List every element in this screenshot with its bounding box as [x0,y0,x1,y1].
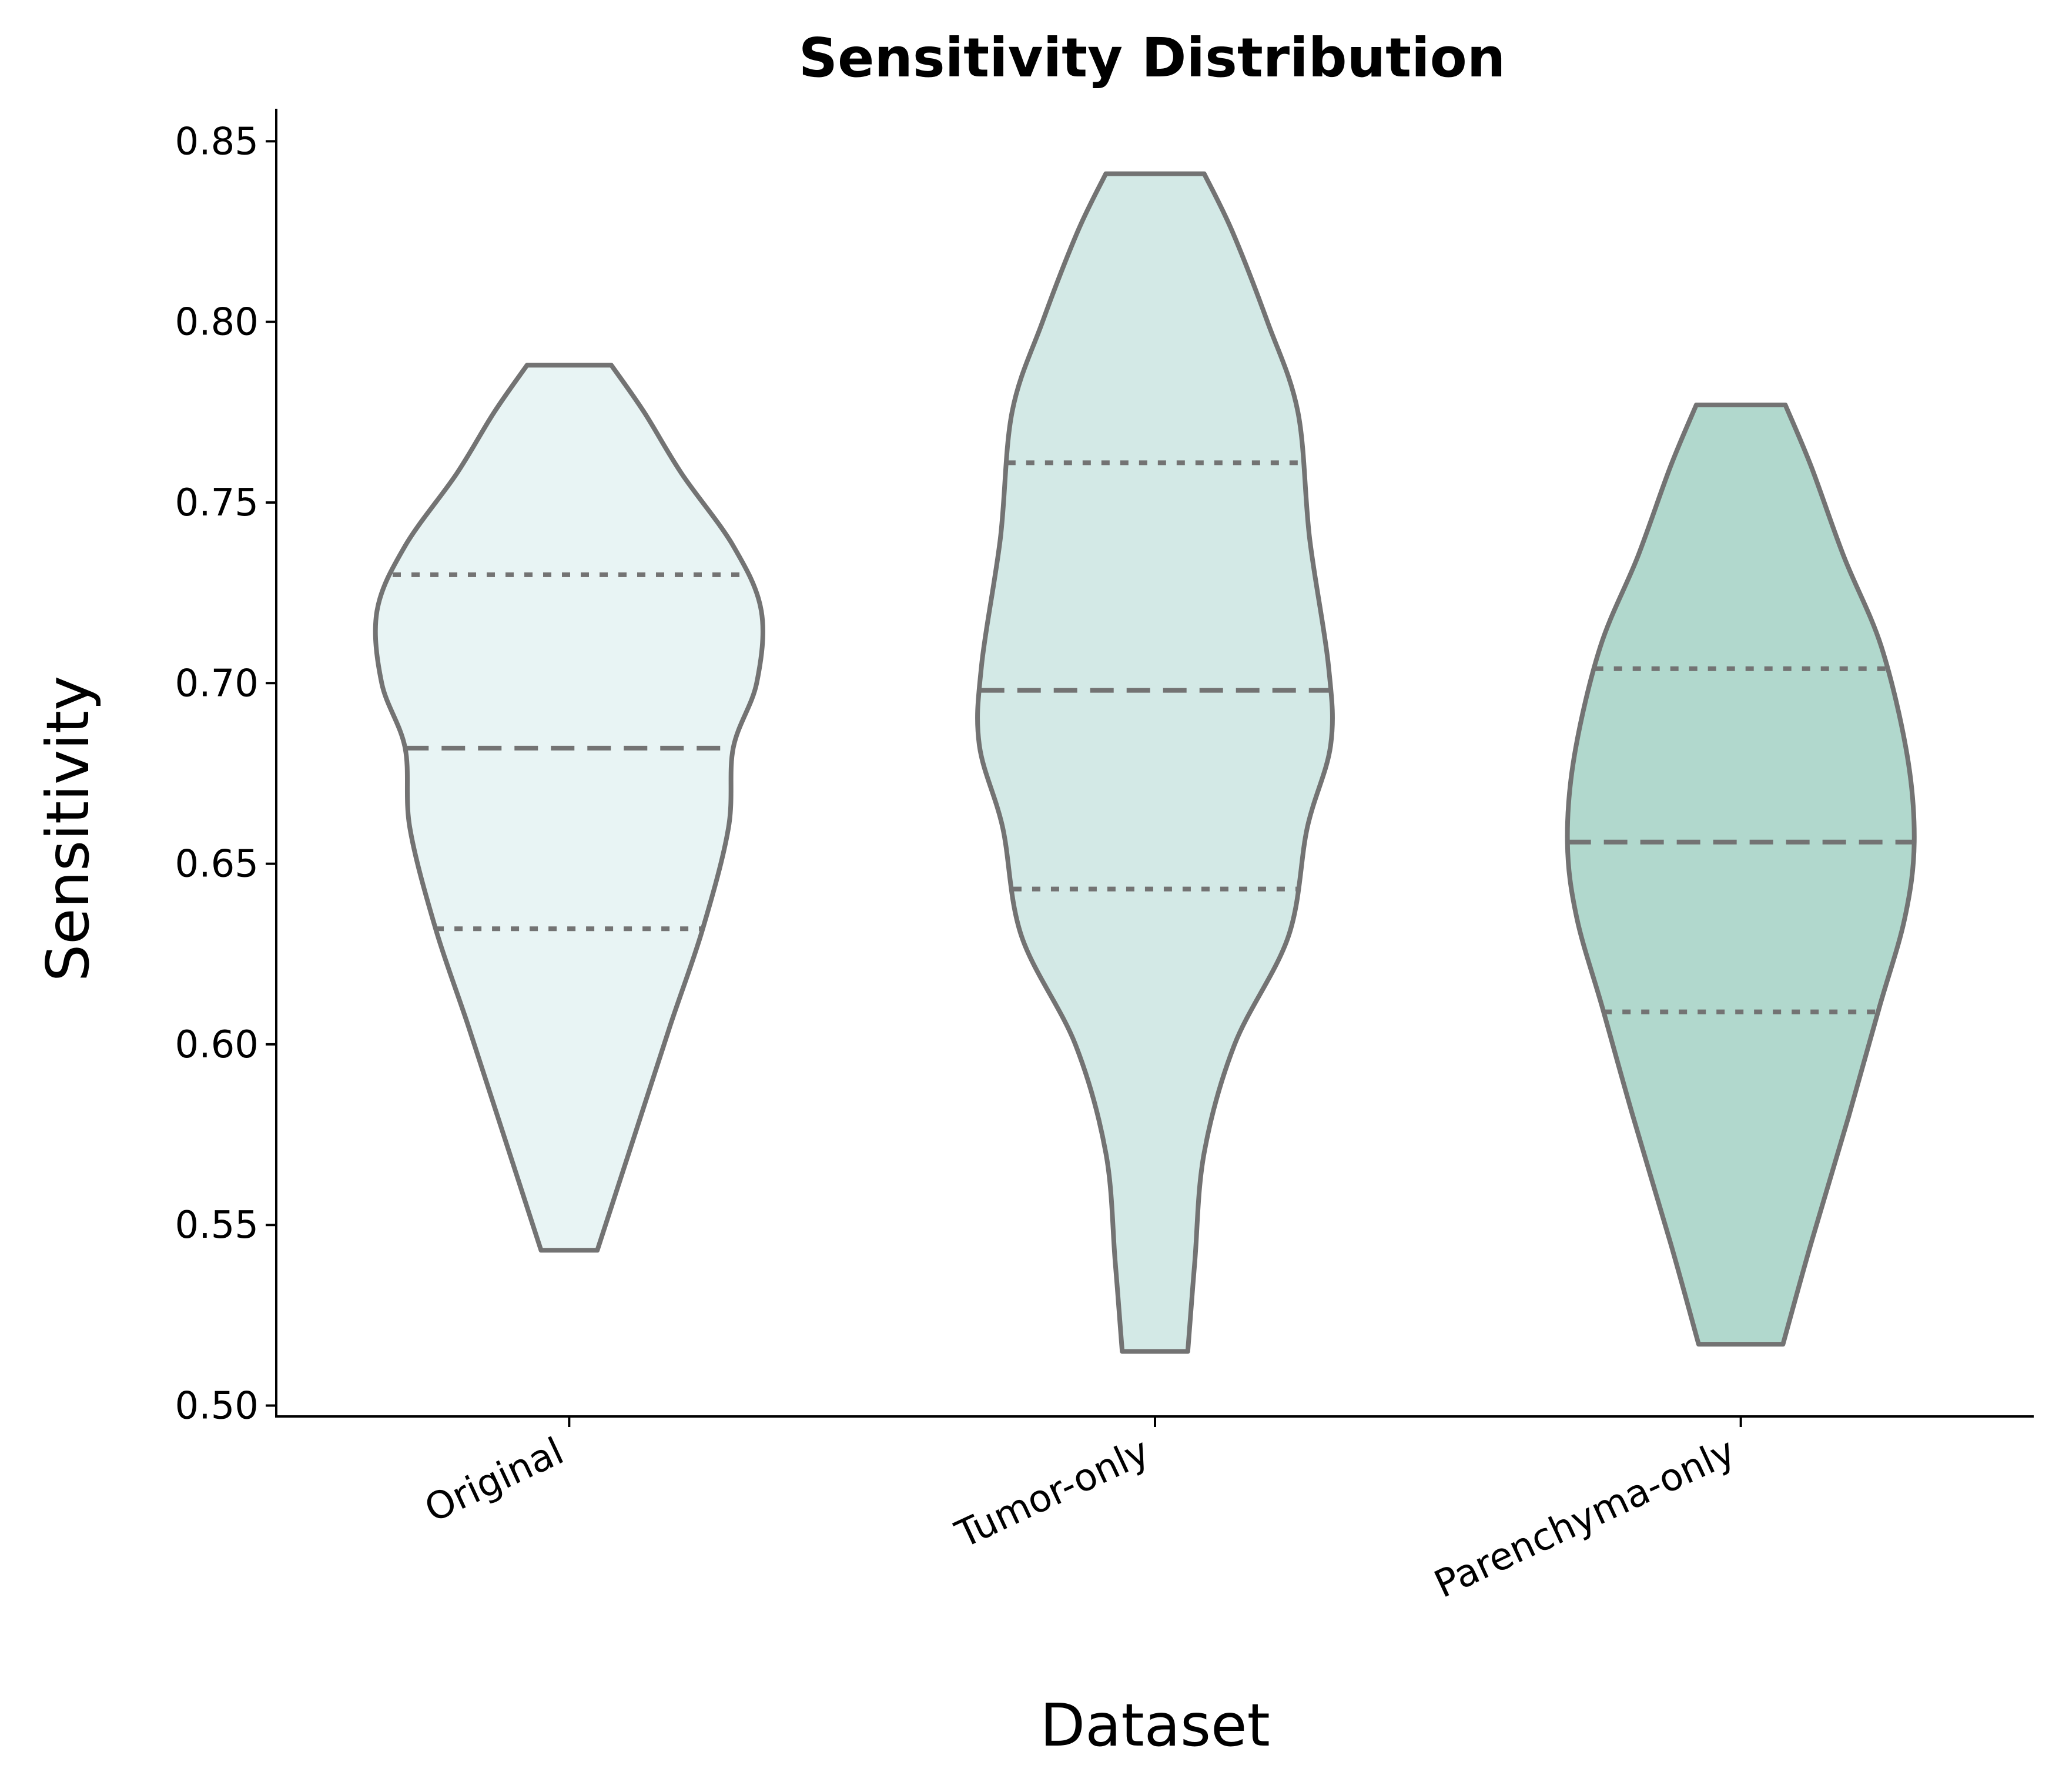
y-tick-label: 0.85 [175,120,259,163]
violin-original [373,363,765,1253]
y-tick-label: 0.75 [175,481,259,525]
y-tick-label: 0.80 [175,301,259,344]
y-tick-label: 0.50 [175,1385,259,1428]
y-tick-label: 0.70 [175,662,259,705]
x-axis-label: Dataset [1040,1691,1270,1760]
y-tick-label: 0.60 [175,1023,259,1067]
violin-tumor-only [975,171,1335,1354]
y-tick-label: 0.55 [175,1204,259,1247]
chart-title: Sensitivity Distribution [799,26,1506,89]
violins-group [373,171,1917,1354]
violin-parenchyma-only [1565,403,1917,1347]
y-tick-label: 0.65 [175,843,259,886]
x-tick-label: Original [419,1429,570,1531]
y-axis-label: Sensitivity [34,676,102,982]
x-tick-label: Parenchyma-only [1428,1429,1742,1606]
x-axis: Original Tumor-only Parenchyma-only [275,1415,2034,1607]
x-tick-label: Tumor-only [949,1429,1156,1557]
quartile-lines-group [393,460,1914,1014]
y-axis: 0.50 0.55 0.60 0.65 0.70 0.75 0.80 0.85 [175,109,277,1428]
